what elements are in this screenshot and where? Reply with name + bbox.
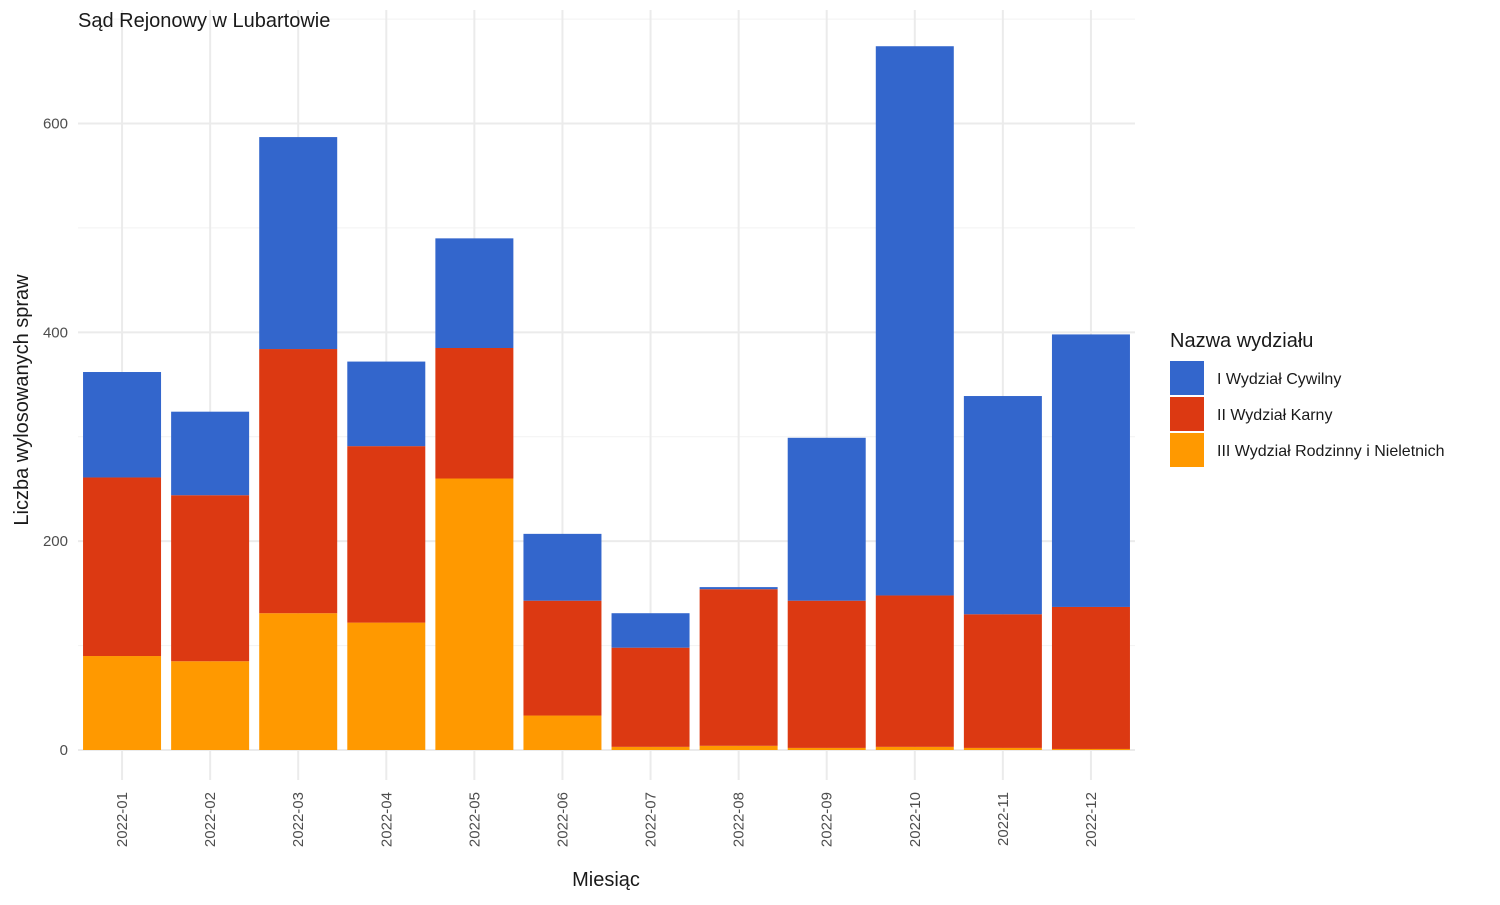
bar-segment: [699, 745, 778, 750]
bar-segment: [171, 495, 250, 662]
bar-segment: [1051, 748, 1130, 750]
bar-segment: [787, 747, 866, 750]
bar-segment: [83, 477, 162, 657]
legend-label: III Wydział Rodzinny i Nieletnich: [1217, 443, 1445, 460]
x-tick-label: 2022-11: [995, 792, 1012, 846]
y-axis-ticks: 0 200 400 600: [43, 116, 68, 760]
bar-segment: [83, 372, 162, 478]
y-tick-label: 0: [60, 742, 68, 759]
x-tick-label: 2022-04: [378, 792, 395, 847]
bar-segment: [875, 46, 954, 596]
bar-segment: [1051, 334, 1130, 607]
bar-segment: [523, 533, 602, 601]
bar-segment: [875, 595, 954, 747]
x-tick-label: 2022-12: [1083, 792, 1100, 847]
x-tick-label: 2022-01: [114, 792, 131, 847]
x-tick-label: 2022-07: [643, 792, 660, 847]
y-tick-label: 600: [43, 116, 68, 133]
bar-segment: [347, 622, 426, 750]
legend-swatch: [1170, 433, 1204, 467]
bar-segment: [523, 715, 602, 750]
bar-segment: [699, 587, 778, 590]
legend-swatch: [1170, 361, 1204, 395]
bar-segment: [435, 478, 514, 750]
bar-segment: [787, 437, 866, 601]
bar-segment: [523, 600, 602, 716]
bar-segment: [611, 613, 690, 648]
legend: Nazwa wydziału I Wydział Cywilny II Wydzi…: [1170, 330, 1445, 467]
bar-segment: [83, 656, 162, 750]
x-axis-title: Miesiąc: [572, 869, 640, 891]
x-tick-label: 2022-08: [731, 792, 748, 847]
y-axis-title: Liczba wylosowanych spraw: [11, 274, 33, 526]
bar-segment: [963, 614, 1042, 748]
x-tick-label: 2022-05: [466, 792, 483, 847]
x-axis-ticks: 2022-01 2022-02 2022-03 2022-04 2022-05 2022-…: [114, 792, 1100, 847]
legend-label: II Wydział Karny: [1217, 407, 1332, 424]
y-tick-label: 400: [43, 324, 68, 341]
bar-segment: [611, 746, 690, 750]
bar-segment: [787, 600, 866, 748]
bar-segment: [435, 347, 514, 479]
y-tick-label: 200: [43, 533, 68, 550]
bars: [83, 46, 1130, 750]
bar-segment: [875, 746, 954, 750]
x-tick-label: 2022-06: [554, 792, 571, 847]
chart-title: Sąd Rejonowy w Lubartowie: [78, 10, 330, 32]
bar-segment: [259, 137, 338, 350]
bar-segment: [699, 589, 778, 746]
bar-segment: [611, 647, 690, 747]
bar-segment: [963, 747, 1042, 750]
x-tick-label: 2022-10: [907, 792, 924, 847]
bar-segment: [1051, 606, 1130, 749]
x-tick-label: 2022-09: [819, 792, 836, 847]
bar-segment: [347, 446, 426, 623]
bar-segment: [435, 238, 514, 348]
x-tick-label: 2022-02: [202, 792, 219, 847]
bar-segment: [171, 661, 250, 750]
x-tick-label: 2022-03: [290, 792, 307, 847]
bar-segment: [259, 349, 338, 614]
bar-segment: [259, 613, 338, 750]
bar-segment: [347, 361, 426, 447]
legend-swatch: [1170, 397, 1204, 431]
bar-segment: [963, 396, 1042, 615]
bar-segment: [171, 411, 250, 496]
legend-title: Nazwa wydziału: [1170, 330, 1313, 352]
legend-label: I Wydział Cywilny: [1217, 371, 1341, 388]
